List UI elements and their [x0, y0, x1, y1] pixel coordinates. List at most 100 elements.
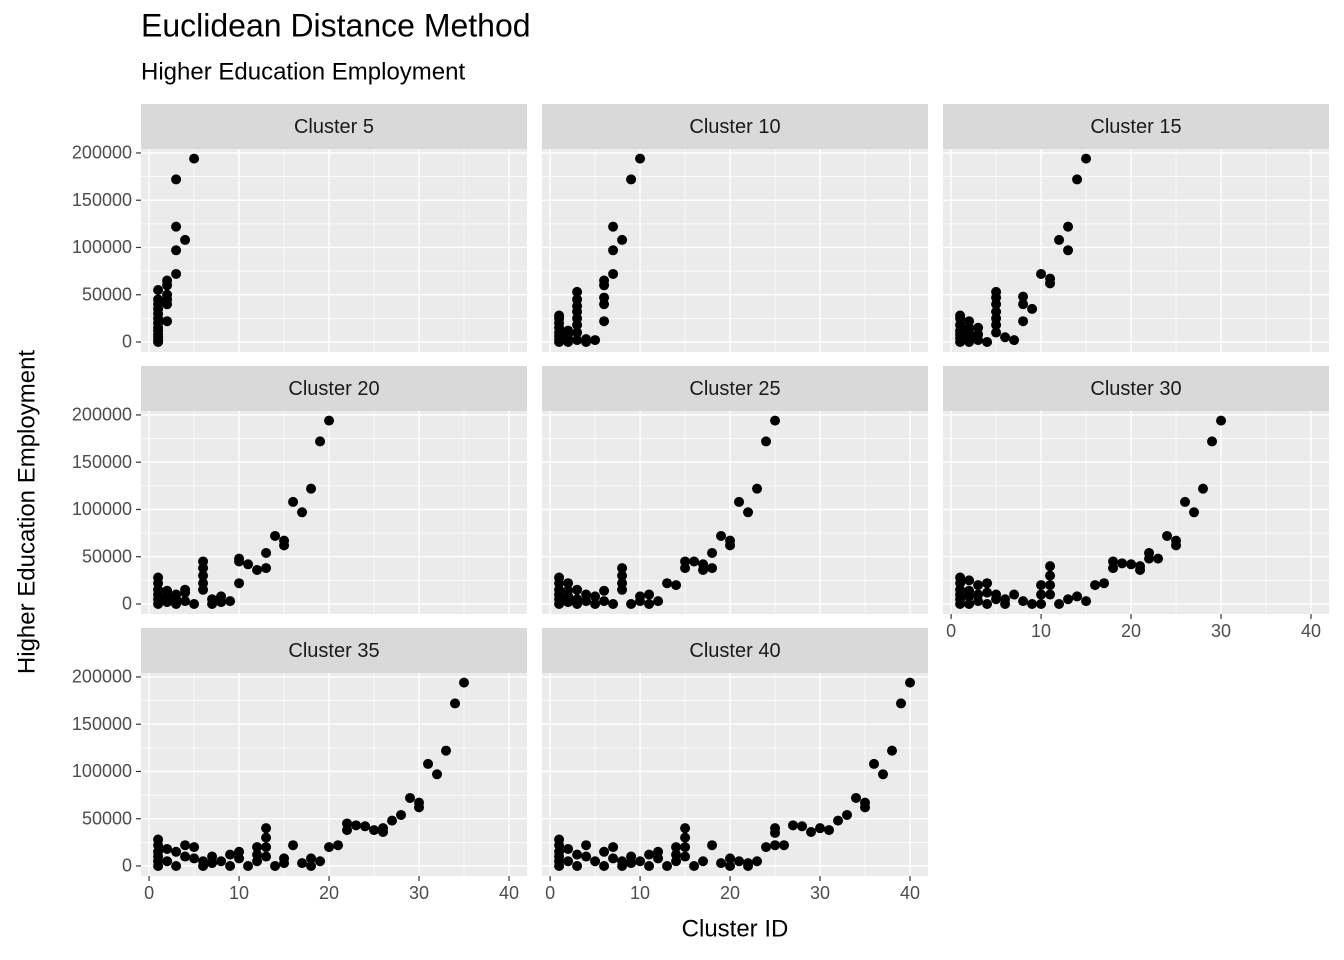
point — [315, 436, 326, 447]
point — [243, 559, 254, 570]
panel-title: Cluster 10 — [689, 116, 780, 138]
point — [306, 483, 317, 494]
point — [324, 842, 335, 853]
point — [644, 598, 655, 609]
point — [171, 174, 182, 185]
point — [878, 769, 889, 780]
point — [617, 578, 628, 589]
point — [572, 594, 583, 605]
x-tick-label: 40 — [1301, 621, 1321, 641]
point — [171, 589, 182, 600]
y-tick-label: 150000 — [72, 452, 132, 472]
point — [450, 698, 461, 709]
point — [270, 530, 281, 541]
point — [1045, 589, 1056, 600]
point — [1018, 291, 1029, 302]
point — [590, 591, 601, 602]
point — [1018, 299, 1029, 310]
point — [279, 535, 290, 546]
strip — [141, 104, 527, 149]
point — [842, 809, 853, 820]
point — [1000, 332, 1011, 343]
point — [599, 585, 610, 596]
point — [590, 856, 601, 867]
point — [770, 823, 781, 834]
point — [225, 849, 236, 860]
point — [662, 860, 673, 871]
point — [563, 585, 574, 596]
point — [761, 842, 772, 853]
x-tick-label: 30 — [409, 883, 429, 903]
point — [626, 598, 637, 609]
point — [369, 825, 380, 836]
point — [1036, 589, 1047, 600]
point — [198, 856, 209, 867]
point — [680, 823, 691, 834]
panel-title: Cluster 25 — [689, 378, 780, 400]
point — [563, 325, 574, 336]
point — [1189, 507, 1200, 518]
point — [1045, 273, 1056, 284]
point — [189, 853, 200, 864]
point — [225, 596, 236, 607]
point — [171, 245, 182, 256]
panel-background — [542, 411, 928, 614]
point — [153, 834, 164, 845]
point — [153, 572, 164, 583]
point — [973, 322, 984, 333]
point — [1135, 561, 1146, 572]
point — [982, 578, 993, 589]
point — [189, 842, 200, 853]
x-tick-label: 0 — [946, 621, 956, 641]
panel-title: Cluster 35 — [288, 640, 379, 662]
point — [396, 809, 407, 820]
point — [387, 815, 398, 826]
point — [982, 336, 993, 347]
point — [554, 572, 565, 583]
point — [162, 843, 173, 854]
point — [869, 758, 880, 769]
point — [432, 769, 443, 780]
x-tick-label: 40 — [499, 883, 519, 903]
point — [243, 860, 254, 871]
point — [180, 234, 191, 245]
point — [617, 856, 628, 867]
point — [707, 547, 718, 558]
panel-title: Cluster 30 — [1090, 378, 1181, 400]
point — [991, 589, 1002, 600]
point — [162, 856, 173, 867]
point — [599, 860, 610, 871]
point — [1036, 268, 1047, 279]
point — [252, 842, 263, 853]
point — [1018, 596, 1029, 607]
point — [581, 840, 592, 851]
point — [1162, 530, 1173, 541]
point — [608, 221, 619, 232]
point — [324, 415, 335, 426]
strip — [943, 104, 1329, 149]
point — [743, 858, 754, 869]
point — [171, 860, 182, 871]
point — [572, 335, 583, 346]
point — [198, 556, 209, 567]
point — [171, 221, 182, 232]
point — [635, 856, 646, 867]
point — [1153, 553, 1164, 564]
point — [599, 596, 610, 607]
point — [261, 851, 272, 862]
point — [608, 268, 619, 279]
point — [608, 853, 619, 864]
x-tick-label: 20 — [720, 883, 740, 903]
x-tick-label: 10 — [1031, 621, 1051, 641]
point — [189, 153, 200, 164]
point — [1054, 234, 1065, 245]
point — [779, 840, 790, 851]
y-tick-label: 0 — [122, 856, 132, 876]
point — [743, 507, 754, 518]
point — [770, 840, 781, 851]
x-tick-label: 40 — [900, 883, 920, 903]
point — [964, 585, 975, 596]
y-tick-label: 0 — [122, 332, 132, 352]
point — [153, 285, 164, 296]
